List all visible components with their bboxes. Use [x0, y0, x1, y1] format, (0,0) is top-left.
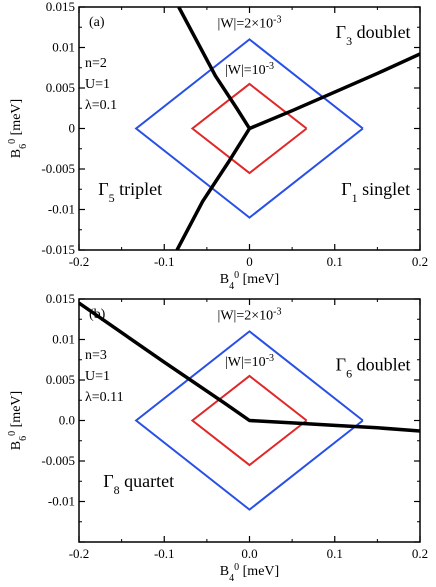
- panel-label: (b): [89, 307, 106, 322]
- x-tick-label: 0.2: [412, 546, 428, 561]
- y-tick-label: 0.015: [46, 0, 75, 14]
- param-label: λ=0.1: [85, 98, 117, 113]
- param-label: n=2: [85, 56, 107, 71]
- y-axis-label: B60 [meV]: [7, 99, 29, 158]
- y-tick-label: -0.005: [41, 453, 75, 468]
- y-tick-label: 0.005: [46, 372, 75, 387]
- param-label: U=1: [85, 77, 110, 92]
- y-tick-label: -0.01: [48, 202, 75, 217]
- y-tick-label: 0.0: [59, 413, 75, 428]
- y-tick-label: 0.005: [46, 80, 75, 95]
- x-tick-label: 0.0: [241, 546, 257, 561]
- y-axis-label: B60 [meV]: [7, 391, 29, 450]
- phase-boundary-2: [175, 127, 251, 250]
- y-tick-label: -0.015: [41, 242, 75, 257]
- phase-label-1: Γ3 doublet: [336, 22, 411, 48]
- x-axis-label: B40 [meV]: [220, 270, 279, 292]
- phase-label-1: Γ6 doublet: [336, 354, 411, 380]
- contour-label-1e-3: |W|=10-3: [225, 61, 274, 79]
- x-tick-label: 0: [246, 254, 253, 269]
- x-tick-label: -0.1: [154, 254, 175, 269]
- x-axis-label: B40 [meV]: [220, 562, 279, 584]
- panel-a: -0.2 -0.1 0 0.1 0.2 -0.015 -0.01 -0.005 0 0.005 0.…: [7, 0, 429, 292]
- y-tick-label: -0.005: [41, 161, 75, 176]
- phase-boundary-3: [248, 52, 420, 131]
- x-tick-label: -0.1: [154, 546, 175, 561]
- y-tick-label: 0: [69, 121, 76, 136]
- y-tick-label: 0.01: [52, 332, 75, 347]
- x-tick-label: 0.1: [327, 546, 343, 561]
- y-tick-label: -0.01: [48, 494, 75, 509]
- phase-label-3: Γ1 singlet: [341, 179, 410, 205]
- contour-w-2e-3: [134, 330, 364, 511]
- phase-boundary-1: [177, 7, 251, 130]
- y-tick-label: 0.015: [46, 291, 75, 306]
- x-tick-label: 0.2: [412, 254, 428, 269]
- phase-label-2: Γ8 quartet: [103, 471, 174, 497]
- phase-label-2: Γ5 triplet: [98, 179, 162, 205]
- contour-label-2e-3: |W|=2×10-3: [218, 14, 282, 32]
- phase-boundary-1: [79, 301, 420, 433]
- contour-label-1e-3: |W|=10-3: [225, 353, 274, 371]
- contour-w-2e-3: [134, 38, 364, 219]
- x-tick-label: -0.2: [69, 546, 90, 561]
- panel-b: -0.2 -0.1 0.0 0.1 0.2 -0.01 -0.005 0.0 0.005 0.01…: [7, 291, 429, 584]
- param-label: λ=0.11: [85, 390, 124, 405]
- contour-label-2e-3: |W|=2×10-3: [218, 306, 282, 324]
- x-tick-label: 0.1: [327, 254, 343, 269]
- contour-w-1e-3: [190, 82, 308, 175]
- x-tick-label: -0.2: [69, 254, 90, 269]
- panel-label: (a): [89, 15, 105, 30]
- param-label: n=3: [85, 348, 107, 363]
- param-label: U=1: [85, 369, 110, 384]
- y-tick-label: 0.01: [52, 40, 75, 55]
- contour-w-1e-3: [190, 374, 308, 467]
